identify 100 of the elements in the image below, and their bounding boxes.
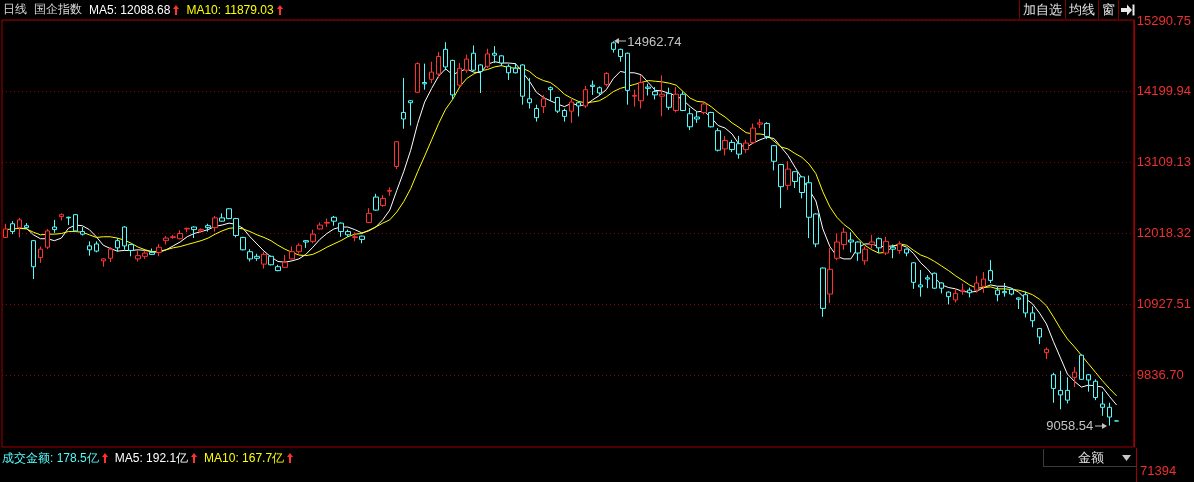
text: 成交金额: 178.5亿 xyxy=(2,449,99,467)
candlestick xyxy=(548,85,553,102)
candlestick xyxy=(520,63,525,106)
candlestick xyxy=(541,94,546,114)
candlestick xyxy=(974,275,979,294)
text: MA10: 167.7亿 xyxy=(204,449,285,467)
candlestick xyxy=(953,287,958,304)
candlestick xyxy=(324,218,330,228)
candlestick xyxy=(478,63,483,94)
text: 71394 xyxy=(1140,462,1177,478)
candlestick xyxy=(1051,372,1056,404)
candlestick xyxy=(471,44,476,72)
candlestick xyxy=(555,96,560,114)
candlestick xyxy=(415,61,420,94)
candlestick xyxy=(534,104,539,123)
candlestick xyxy=(1086,373,1091,393)
candlestick xyxy=(331,215,337,227)
candlestick xyxy=(911,261,916,290)
text: MA5: 192.1亿 xyxy=(114,449,189,467)
candlestick xyxy=(506,63,511,81)
candlestick xyxy=(24,222,29,230)
candlestick xyxy=(611,40,616,54)
candlestick xyxy=(1016,296,1021,310)
candlestick xyxy=(946,290,951,305)
candlestick xyxy=(576,100,581,117)
candlestick xyxy=(94,240,99,253)
candlestick xyxy=(317,221,323,231)
candlestick xyxy=(45,228,50,250)
candlestick xyxy=(604,71,609,87)
candlestick xyxy=(10,220,15,235)
candlestick xyxy=(1107,402,1112,427)
candlestick xyxy=(436,51,441,79)
text: 均线 xyxy=(1065,0,1098,19)
candlestick xyxy=(66,216,71,226)
candlestick xyxy=(394,140,399,170)
y-tick-label: 9836.70 xyxy=(1136,367,1184,383)
y-tick-label: 10927.51 xyxy=(1136,296,1192,312)
candlestick xyxy=(1009,287,1014,296)
candlestick xyxy=(499,54,504,67)
candlestick xyxy=(1037,327,1042,345)
chart-title: 国企指数 xyxy=(34,1,82,18)
candlestick xyxy=(967,287,972,298)
candlestick xyxy=(387,186,392,197)
candlestick xyxy=(1065,376,1070,404)
text: 加自选 xyxy=(1019,0,1065,19)
candlestick xyxy=(618,48,623,63)
annotation: 14962.74 xyxy=(627,33,682,49)
candlestick xyxy=(1030,305,1035,328)
candlestick xyxy=(932,272,937,290)
candlestick xyxy=(562,108,567,123)
candlestick xyxy=(513,62,518,74)
candlestick xyxy=(583,85,588,109)
candlestick xyxy=(73,213,78,233)
text: MA5: 12088.68 xyxy=(89,2,171,17)
candlestick xyxy=(597,85,602,96)
candlestick xyxy=(52,219,57,234)
text: 窗 xyxy=(1098,0,1118,19)
candlestick xyxy=(108,246,113,263)
y-tick-label: 13109.13 xyxy=(1136,154,1192,170)
candlestick xyxy=(450,59,455,100)
y-tick-label: 12018.32 xyxy=(1136,225,1192,241)
candlestick xyxy=(464,54,469,74)
candlestick xyxy=(443,41,448,71)
candlestick xyxy=(1072,366,1077,388)
candlestick xyxy=(1023,290,1028,318)
candlestick xyxy=(31,239,36,280)
y-tick-label: 15290.75 xyxy=(1136,12,1192,28)
candlestick xyxy=(960,283,965,296)
candlestick xyxy=(995,286,1000,302)
candlestick xyxy=(422,63,427,91)
candlestick xyxy=(981,271,986,294)
candlestick xyxy=(87,240,92,257)
candlestick xyxy=(1079,354,1084,381)
candlestick xyxy=(38,246,43,264)
candlestick xyxy=(115,237,120,253)
candlestick xyxy=(527,77,532,110)
candlestick xyxy=(240,236,246,251)
annotation: 9058.54 xyxy=(1046,418,1094,434)
candlestick xyxy=(408,99,413,126)
candlestick xyxy=(1093,378,1098,401)
candlestick xyxy=(17,217,22,238)
candlestick xyxy=(918,269,923,298)
candlestick xyxy=(3,223,8,239)
candlestick xyxy=(925,274,930,289)
candlestick xyxy=(401,77,406,130)
chart-subtitle: 日线 xyxy=(3,1,27,18)
candlestick xyxy=(366,207,372,224)
candlestick xyxy=(771,144,777,171)
candlestick xyxy=(988,259,993,284)
candlestick xyxy=(80,226,85,236)
y-tick-label: 14199.94 xyxy=(1136,83,1192,99)
candlestick xyxy=(492,45,497,64)
candlestick xyxy=(904,247,909,257)
candlestick xyxy=(457,62,462,88)
candlestick xyxy=(1100,391,1105,417)
text: MA10: 11879.03 xyxy=(186,2,274,17)
candlestick xyxy=(569,97,574,124)
candlestick xyxy=(1002,282,1007,298)
candlestick xyxy=(1044,346,1049,360)
candlestick xyxy=(625,52,630,106)
